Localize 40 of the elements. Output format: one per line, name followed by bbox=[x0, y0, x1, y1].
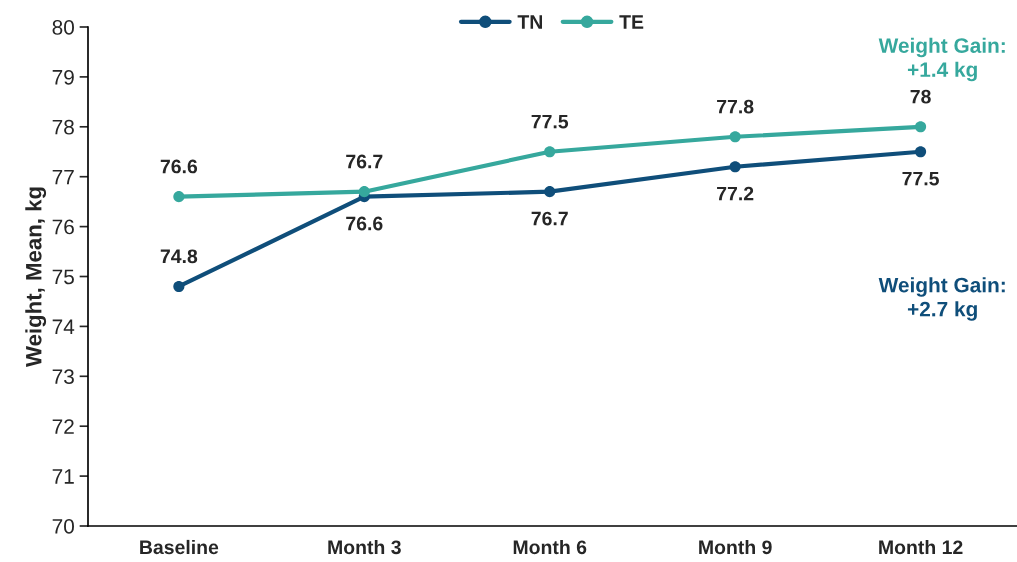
data-label: 76.7 bbox=[531, 211, 568, 226]
data-label: 76.6 bbox=[160, 159, 198, 174]
annotation: Weight Gain: +2.7 kg bbox=[878, 277, 1005, 321]
x-tick-label: Month 12 bbox=[879, 539, 963, 555]
data-label: 77.8 bbox=[717, 99, 754, 114]
y-tick-label: 78 bbox=[52, 119, 74, 135]
point bbox=[173, 191, 185, 203]
data-label: 74.8 bbox=[160, 249, 198, 264]
annotation: Weight Gain: +1.4 kg bbox=[878, 37, 1005, 82]
y-tick-label: 76 bbox=[52, 219, 74, 235]
y-tick-label: 72 bbox=[52, 419, 74, 434]
x-tick-label: Baseline bbox=[140, 539, 219, 555]
y-tick-label: 71 bbox=[52, 469, 74, 484]
point bbox=[729, 131, 741, 143]
x-tick-label: Month 9 bbox=[699, 539, 772, 555]
x-tick-label: Month 6 bbox=[513, 539, 587, 555]
y-tick-label: 73 bbox=[52, 369, 74, 385]
data-label: 76.7 bbox=[346, 154, 383, 169]
data-label: 77.2 bbox=[717, 186, 754, 201]
data-label: 77.5 bbox=[902, 171, 939, 186]
x-tick-label: Month 3 bbox=[328, 539, 401, 555]
y-tick-label: 70 bbox=[52, 519, 74, 534]
data-label: 76.6 bbox=[346, 216, 383, 231]
y-axis-title: Weight, Mean, kg bbox=[25, 187, 47, 368]
y-tick-label: 77 bbox=[52, 169, 74, 185]
legend-label: TE bbox=[619, 15, 644, 29]
y-tick-label: 75 bbox=[52, 269, 74, 285]
point bbox=[358, 186, 370, 198]
point bbox=[915, 121, 927, 133]
data-label: 77.5 bbox=[531, 114, 569, 129]
data-label: 78 bbox=[910, 89, 931, 104]
legend-label: TN bbox=[517, 15, 543, 29]
point bbox=[729, 161, 741, 173]
y-tick-label: 74 bbox=[52, 319, 75, 334]
point bbox=[915, 146, 927, 158]
y-tick-label: 80 bbox=[52, 20, 74, 35]
point bbox=[173, 280, 185, 293]
point bbox=[544, 146, 556, 158]
y-tick-label: 79 bbox=[52, 69, 74, 85]
point bbox=[544, 186, 556, 198]
